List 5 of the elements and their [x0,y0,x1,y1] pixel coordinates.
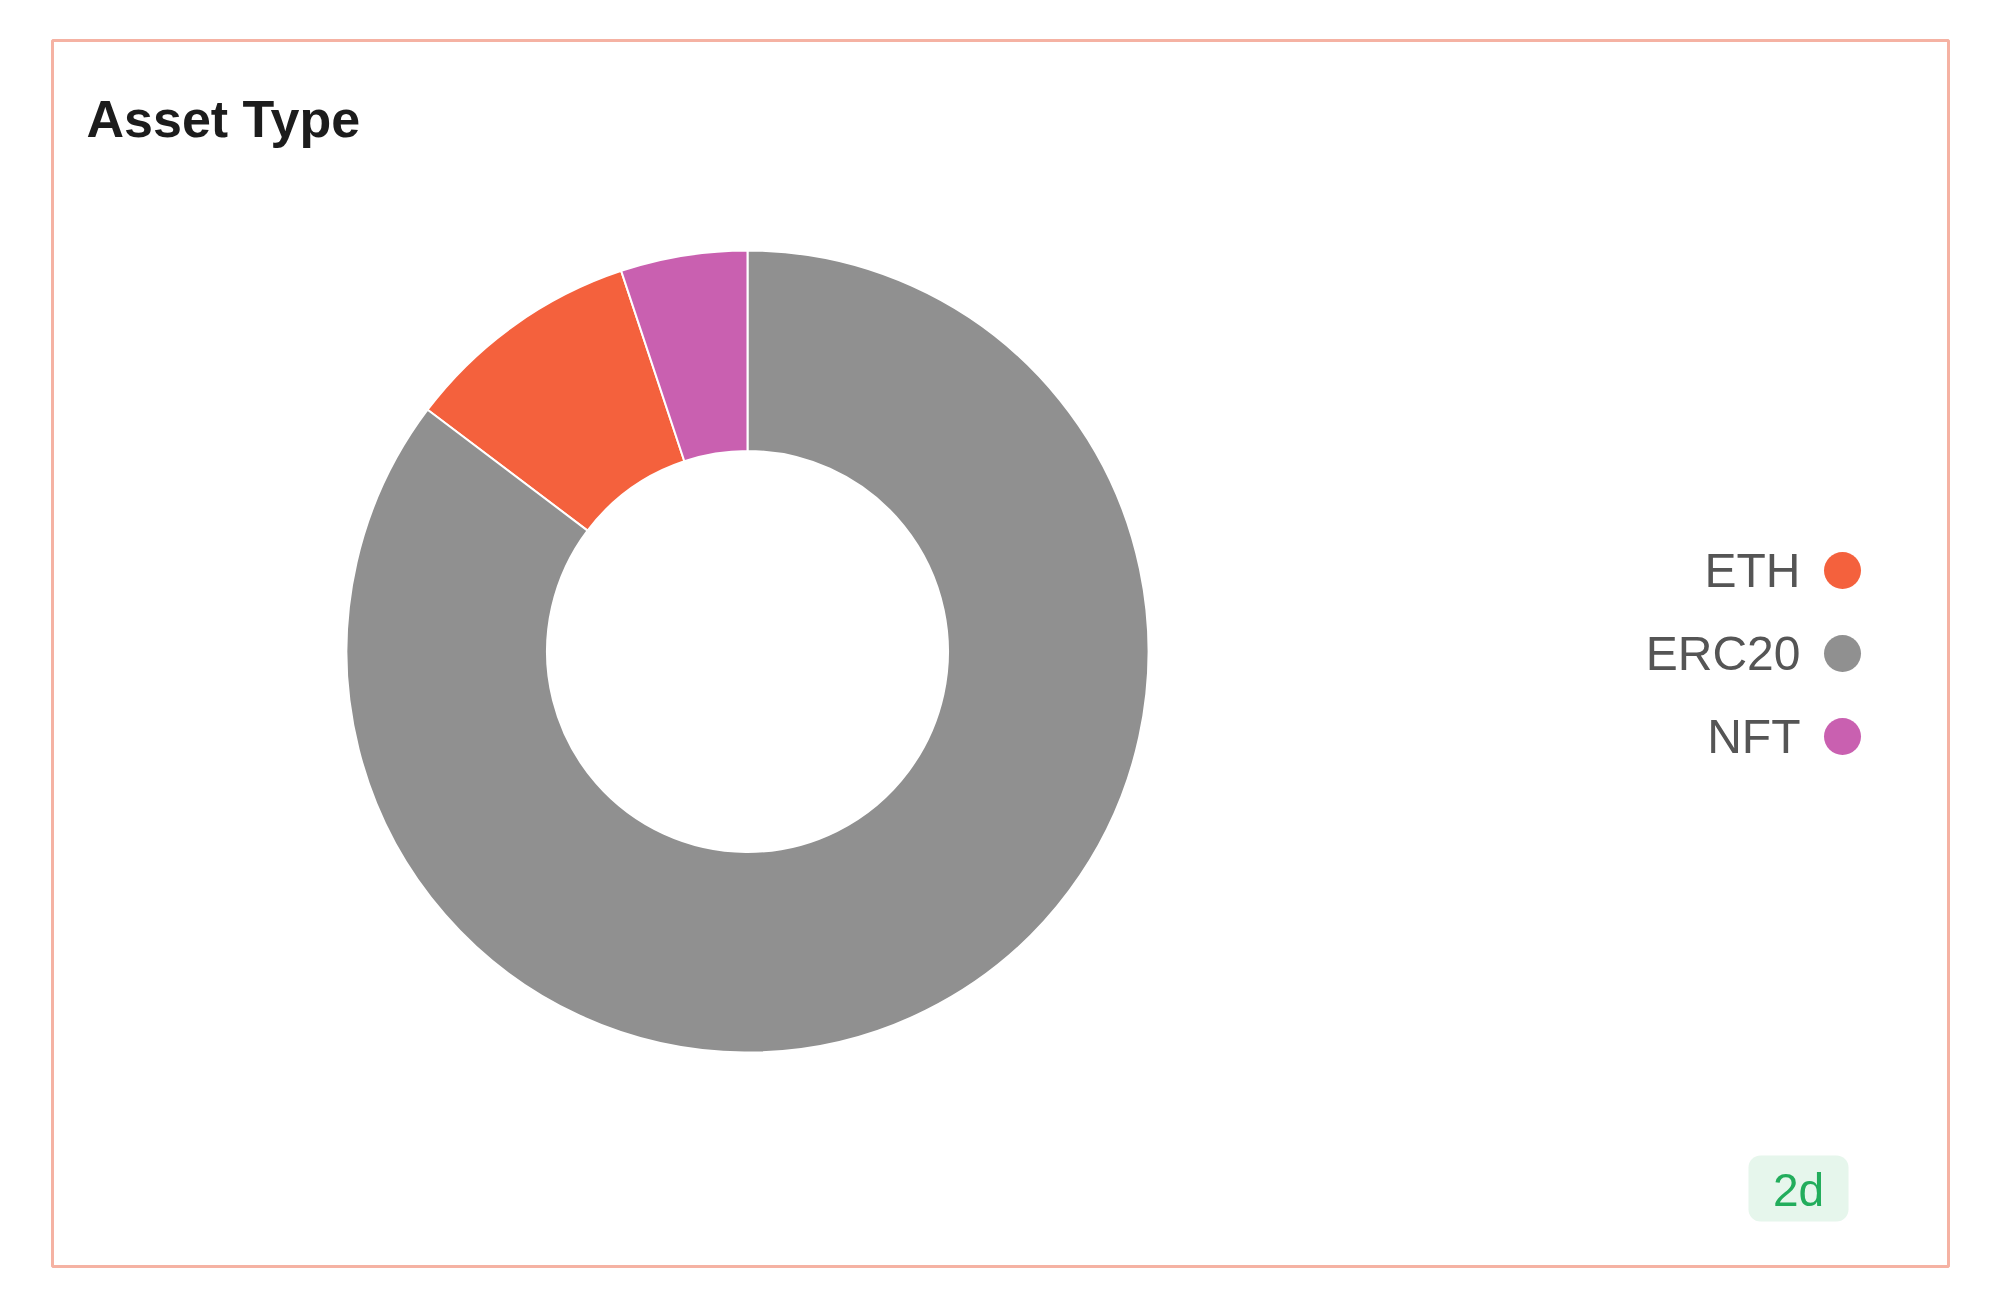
chart-title: Asset Type [86,89,361,148]
legend-label: ERC20 [1645,627,1801,680]
legend-label: NFT [1707,710,1801,763]
legend-label: ETH [1704,544,1801,597]
text: 2d [1772,1163,1825,1216]
